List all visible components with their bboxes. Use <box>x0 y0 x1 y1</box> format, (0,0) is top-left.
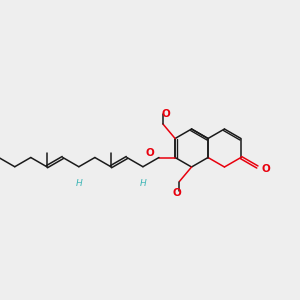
Text: O: O <box>145 148 154 158</box>
Text: O: O <box>173 188 182 198</box>
Text: H: H <box>140 179 146 188</box>
Text: O: O <box>261 164 270 174</box>
Text: O: O <box>161 109 170 119</box>
Text: H: H <box>76 179 82 188</box>
